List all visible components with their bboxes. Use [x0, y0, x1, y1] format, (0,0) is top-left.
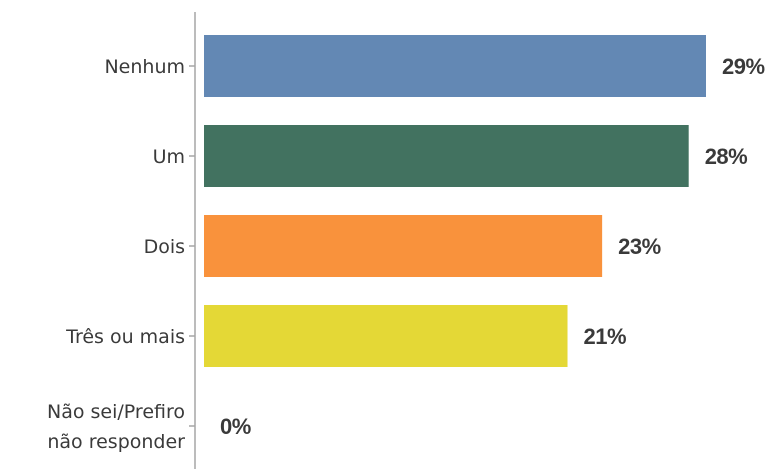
bar-um	[204, 125, 689, 187]
category-label-um: Um	[153, 146, 185, 168]
category-label-dois: Dois	[144, 236, 185, 258]
value-label-tres-ou-mais: 21%	[584, 324, 627, 349]
category-label-tres-ou-mais: Três ou mais	[65, 326, 185, 348]
value-label-dois: 23%	[618, 234, 661, 259]
category-label-nao-sei-prefiro-nao-responder: Não sei/Prefiro não responder	[47, 401, 185, 453]
bar-dois	[204, 215, 603, 277]
value-label-nao-sei-prefiro-nao-responder: 0%	[220, 414, 251, 439]
value-label-nenhum: 29%	[722, 54, 765, 79]
bar-tres-ou-mais	[204, 305, 568, 367]
value-label-um: 28%	[705, 144, 748, 169]
category-label-nenhum: Nenhum	[104, 56, 185, 78]
bar-nenhum	[204, 35, 706, 97]
